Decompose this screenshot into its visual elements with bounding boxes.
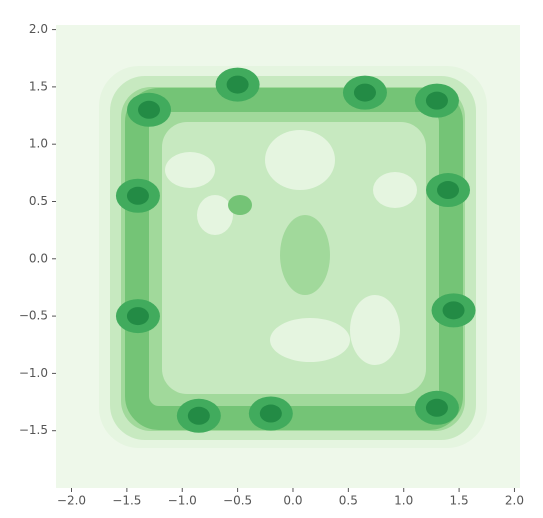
x-tick-label: −0.5 [223,494,252,508]
density-band [165,152,215,188]
density-peak-core [126,307,149,326]
x-tick-label: 1.5 [450,494,469,508]
density-peak-core [353,83,376,102]
x-tick-label: 1.0 [394,494,413,508]
x-tick-label: 0.5 [339,494,358,508]
density-peak-core [437,181,460,200]
x-tick-label: −1.5 [112,494,141,508]
density-peak-core [425,91,448,110]
x-tick-label: 0.0 [283,494,302,508]
density-peak-core [425,398,448,417]
x-tick-label: 2.0 [505,494,524,508]
x-tick-label: −2.0 [57,494,86,508]
density-band [270,318,350,362]
y-tick-label: −0.5 [19,309,48,323]
y-tick-label: 0.5 [29,194,48,208]
y-tick-label: 1.5 [29,79,48,93]
density-band [350,295,400,365]
density-band [265,130,335,190]
density-peak-core [259,404,282,423]
density-band [373,172,417,208]
density-peak-core [126,186,149,205]
y-tick-label: 2.0 [29,22,48,36]
y-tick-label: 0.0 [29,251,48,265]
density-bands [99,66,487,448]
density-band [280,215,330,295]
density-band [228,195,252,215]
density-peak-core [187,406,210,425]
y-tick-label: −1.0 [19,366,48,380]
y-tick-label: −1.5 [19,423,48,437]
density-peak-core [138,100,161,119]
density-peak-core [442,301,465,320]
density-peak-core [226,75,249,94]
density-band [197,195,233,235]
y-tick-label: 1.0 [29,137,48,151]
x-tick-label: −1.0 [168,494,197,508]
